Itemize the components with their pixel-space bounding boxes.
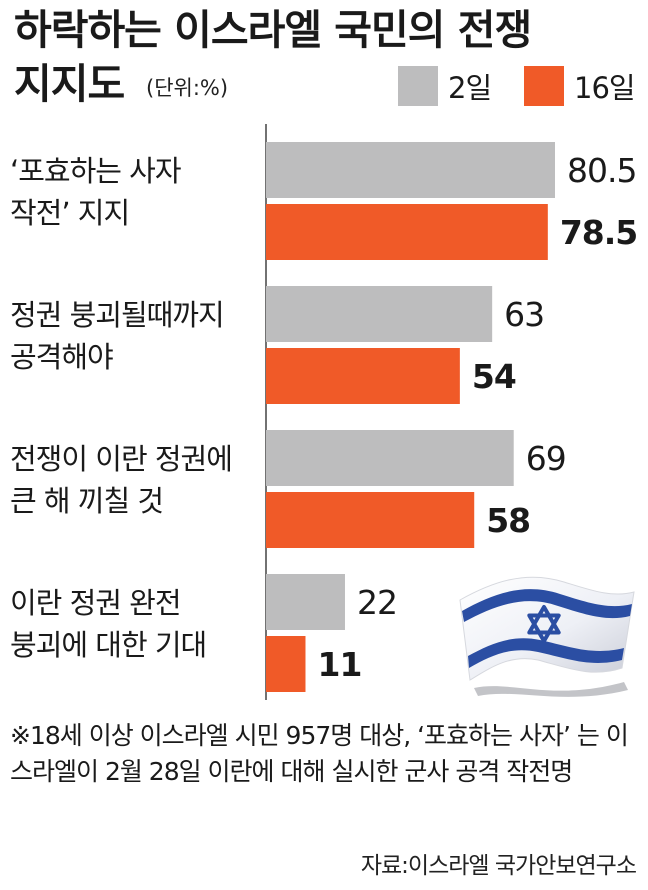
value-label-series-1-category-4: 22 [357, 583, 397, 622]
bar-series-1-category-4 [266, 574, 345, 630]
value-label-series-2-category-2: 54 [472, 357, 516, 396]
bar-series-2-category-1 [266, 204, 548, 260]
footnote: ※18세 이상 이스라엘 시민 957명 대상, ‘포효하는 사자’ 는 이스라… [10, 721, 629, 786]
value-label-series-1-category-3: 69 [526, 439, 566, 478]
value-label-series-2-category-4: 11 [317, 645, 361, 684]
bar-series-1-category-2 [266, 286, 493, 342]
bar-series-2-category-4 [266, 636, 306, 692]
category-label-3: 전쟁이 이란 정권에 큰 해 끼칠 것 [10, 442, 233, 518]
chart-title-line-1: 하락하는 이스라엘 국민의 전쟁 [14, 6, 532, 54]
chart-title-line-2: 지지도 [14, 60, 125, 108]
value-label-series-2-category-1: 78.5 [560, 213, 637, 252]
bar-series-2-category-3 [266, 492, 475, 548]
israel-flag-icon [459, 576, 635, 697]
unit-label: (단위:%) [146, 76, 229, 100]
source-note: 자료:이스라엘 국가안보연구소 [360, 853, 637, 879]
legend-item-series-2: 16일 [524, 66, 636, 106]
legend-item-series-1: 2일 [398, 66, 492, 106]
legend-label-series-1: 2일 [448, 71, 492, 105]
value-label-series-1-category-2: 63 [504, 295, 544, 334]
value-label-series-1-category-1: 80.5 [567, 151, 636, 190]
category-label-1: ‘포효하는 사자 작전’ 지지 [10, 154, 182, 230]
bar-series-1-category-1 [266, 142, 555, 198]
category-label-4: 이란 정권 완전 붕괴에 대한 기대 [10, 586, 207, 662]
legend-label-series-2: 16일 [574, 71, 636, 105]
category-label-2: 정권 붕괴될때까지 공격해야 [10, 298, 225, 374]
legend-swatch-series-1 [398, 66, 438, 106]
bar-series-1-category-3 [266, 430, 514, 486]
legend-swatch-series-2 [524, 66, 564, 106]
value-label-series-2-category-3: 58 [486, 501, 530, 540]
bar-series-2-category-2 [266, 348, 460, 404]
